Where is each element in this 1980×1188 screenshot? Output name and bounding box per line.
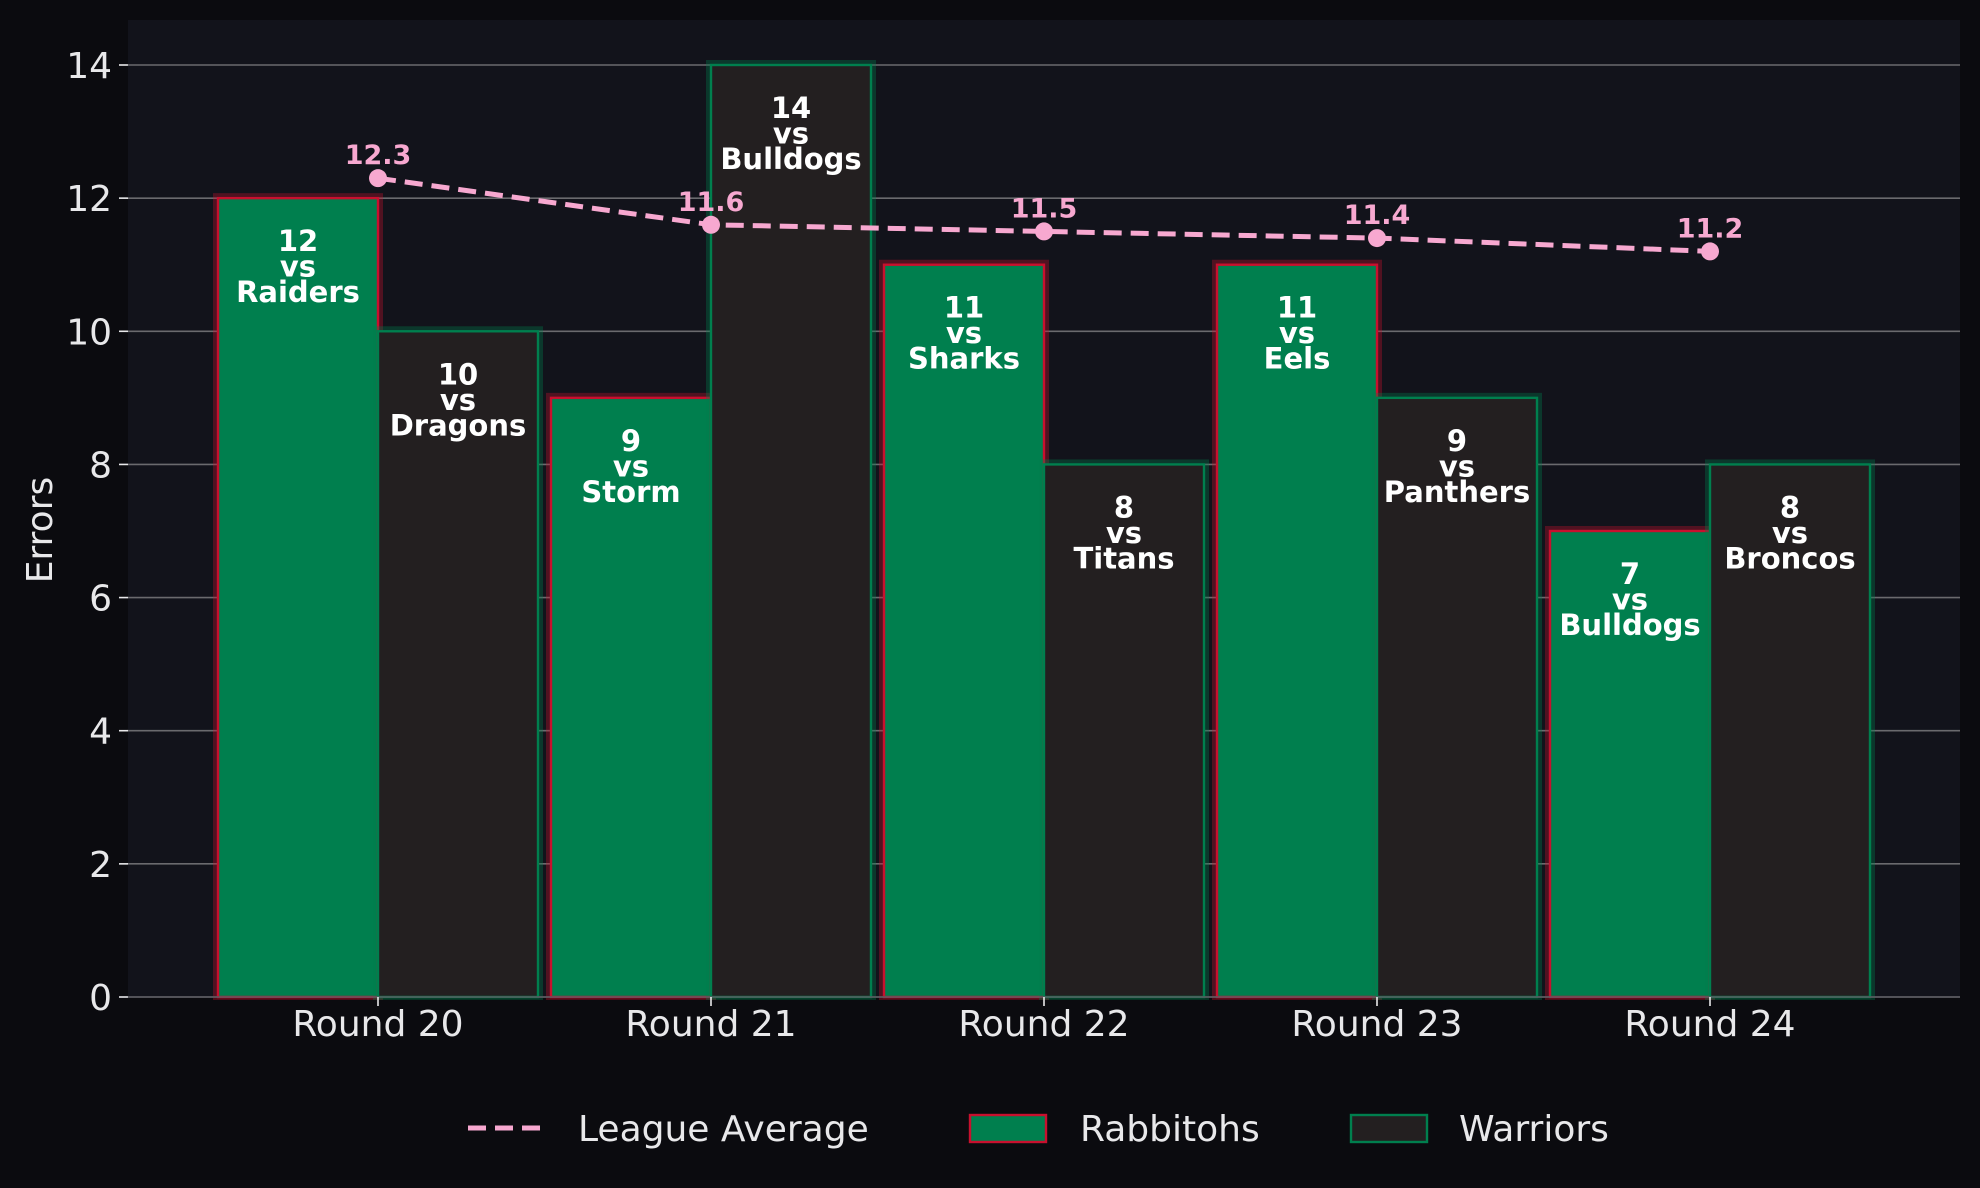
bars: 12vsRaiders9vsStorm11vsSharks11vsEels7vs… (213, 60, 1875, 1001)
bar-opponent-label: Storm (581, 475, 680, 509)
bar-rabbitohs (216, 196, 380, 999)
y-tick-label: 0 (89, 978, 112, 1019)
axes: 0 2 4 6 8 10 12 14 Round 20 Round 21 Round 22 Round… (66, 46, 1960, 1045)
league-average-point (1368, 229, 1386, 248)
bar-vs-label: vs (1279, 316, 1315, 350)
bar-value-label: 7 (1620, 557, 1640, 591)
league-average-point (702, 215, 720, 234)
league-average-label: 11.6 (678, 187, 745, 218)
legend-label-warriors: Warriors (1459, 1109, 1609, 1150)
bar-vs-label: vs (1772, 516, 1808, 550)
y-tick-label: 10 (66, 312, 112, 353)
legend-label-rabbitohs: Rabbitohs (1080, 1109, 1260, 1150)
bar-value-label: 11 (944, 291, 984, 325)
bar-warriors (1708, 463, 1872, 999)
bar-opponent-label: Raiders (236, 275, 360, 309)
league-average-label: 11.4 (1344, 200, 1411, 231)
x-tick-label: Round 20 (292, 1004, 463, 1045)
bar-rabbitohs (549, 396, 713, 999)
bar-value-label: 9 (1447, 424, 1467, 458)
bar-opponent-label: Titans (1073, 541, 1174, 575)
bar-value-label: 9 (621, 424, 641, 458)
bar-opponent-label: Dragons (390, 408, 527, 442)
league-average-polyline (377, 175, 1711, 254)
bar-warriors (709, 63, 873, 999)
bar-opponent-label: Bulldogs (1559, 608, 1700, 642)
bar-vs-label: vs (1439, 449, 1475, 483)
x-tick-label: Round 23 (1291, 1004, 1462, 1045)
x-tick-label: Round 22 (958, 1004, 1129, 1045)
y-tick-label: 8 (89, 445, 112, 486)
y-tick-label: 4 (89, 712, 112, 753)
bar-value-label: 14 (771, 91, 811, 125)
y-axis-label: Errors (20, 477, 61, 584)
league-average-label: 12.3 (345, 140, 412, 171)
bar-vs-label: vs (1106, 516, 1142, 550)
bar-vs-label: vs (613, 449, 649, 483)
bar-warriors (1375, 396, 1539, 999)
league-average-line: 12.3 11.6 11.5 11.4 11.2 (345, 140, 1744, 261)
bar-vs-label: vs (280, 250, 316, 284)
bar-opponent-label: Panthers (1384, 475, 1530, 509)
bar-value-label: 10 (438, 357, 478, 391)
legend: League Average Rabbitohs Warriors (468, 1109, 1609, 1150)
bar-vs-label: vs (946, 316, 982, 350)
bar-warriors (376, 330, 540, 999)
league-average-label: 11.2 (1677, 213, 1744, 244)
y-tick-label: 12 (66, 179, 112, 220)
x-tick-label: Round 24 (1624, 1004, 1795, 1045)
y-tick-label: 14 (66, 46, 112, 87)
bar-vs-label: vs (1612, 583, 1648, 617)
bar-opponent-label: Sharks (908, 342, 1020, 376)
bar-value-label: 12 (278, 224, 318, 258)
y-tick-label: 6 (89, 579, 112, 620)
legend-label-league-average: League Average (578, 1109, 869, 1150)
bar-opponent-label: Broncos (1724, 541, 1855, 575)
bar-value-label: 11 (1277, 291, 1317, 325)
legend-swatch-warriors (1349, 1113, 1429, 1144)
bar-value-label: 8 (1114, 490, 1134, 524)
x-tick-label: Round 21 (625, 1004, 796, 1045)
bar-opponent-label: Bulldogs (720, 142, 861, 176)
bar-value-label: 8 (1780, 490, 1800, 524)
bar-rabbitohs (1215, 263, 1379, 999)
league-average-label: 11.5 (1011, 193, 1078, 224)
league-average-point (369, 169, 387, 188)
league-average-point (1035, 222, 1053, 241)
legend-swatch-rabbitohs (968, 1113, 1048, 1144)
league-average-point (1701, 242, 1719, 261)
bar-vs-label: vs (440, 383, 476, 417)
bar-vs-label: vs (773, 117, 809, 151)
bar-opponent-label: Eels (1264, 342, 1331, 376)
y-tick-label: 2 (89, 845, 112, 886)
